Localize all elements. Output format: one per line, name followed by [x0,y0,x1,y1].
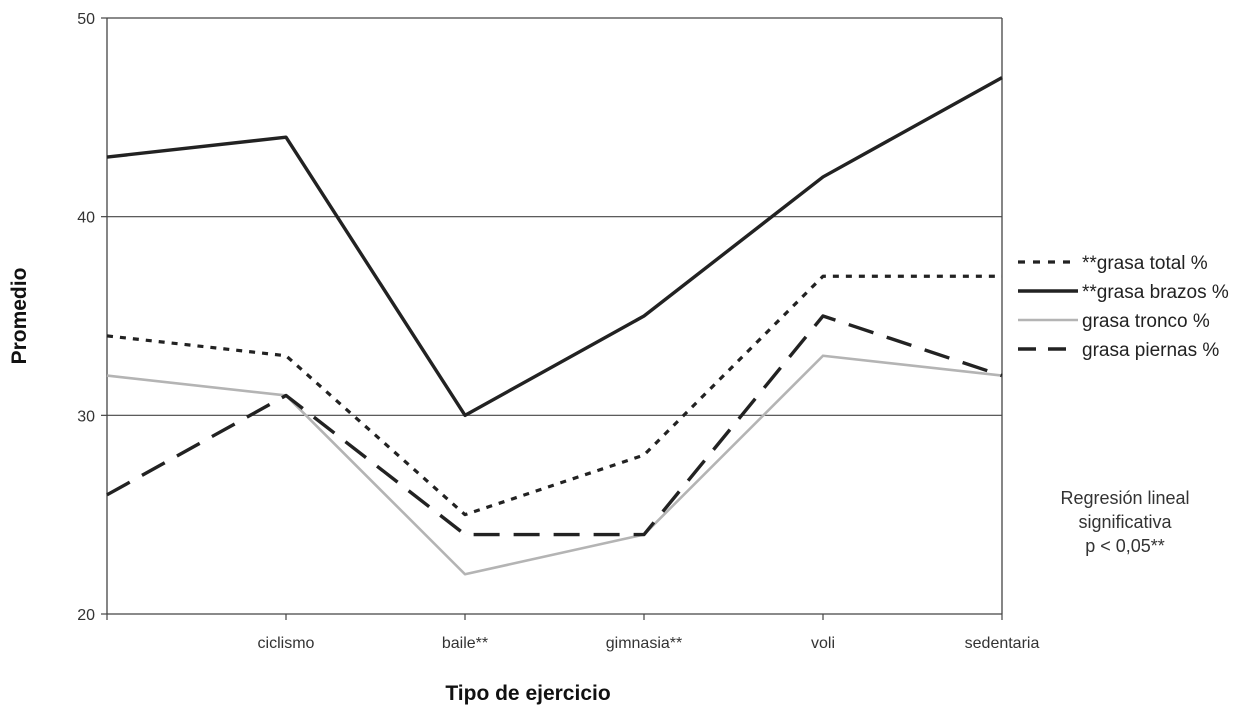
regression-note-line2: significativa [1078,512,1172,532]
y-tick-label-40: 40 [77,210,95,227]
series-line-1 [106,76,1003,418]
y-tick-label-30: 30 [77,408,95,425]
legend-label-1: **grasa brazos % [1082,282,1229,303]
series-line-0 [106,274,1002,517]
x-tick-labels: ciclismo baile** gimnasia** voli sedentaria [258,635,1040,652]
series-line-3 [106,314,1003,537]
x-tick-label-1: ciclismo [258,635,315,652]
legend: **grasa total % **grasa brazos % grasa tro… [1018,253,1229,361]
y-tick-label-20: 20 [77,607,95,624]
x-tick-label-2: baile** [442,635,488,652]
legend-label-2: grasa tronco % [1082,311,1210,332]
series-line-2 [106,354,1003,576]
grid-lines [107,17,1002,416]
legend-label-3: grasa piernas % [1082,340,1219,361]
series-lines [106,76,1003,576]
regression-note-line3: p < 0,05** [1085,536,1165,556]
x-tick-label-5: sedentaria [965,635,1040,652]
y-tick-labels: 20 30 40 50 [77,11,95,624]
regression-note: Regresión lineal significativa p < 0,05*… [1010,486,1240,558]
regression-note-line1: Regresión lineal [1060,488,1190,508]
legend-label-0: **grasa total % [1082,253,1208,274]
x-axis-title: Tipo de ejercicio [445,682,610,705]
y-axis-title: Promedio [8,268,31,365]
y-tick-label-50: 50 [77,11,95,28]
axes [101,17,1003,620]
x-tick-label-3: gimnasia** [606,635,682,652]
x-tick-label-4: voli [811,635,835,652]
